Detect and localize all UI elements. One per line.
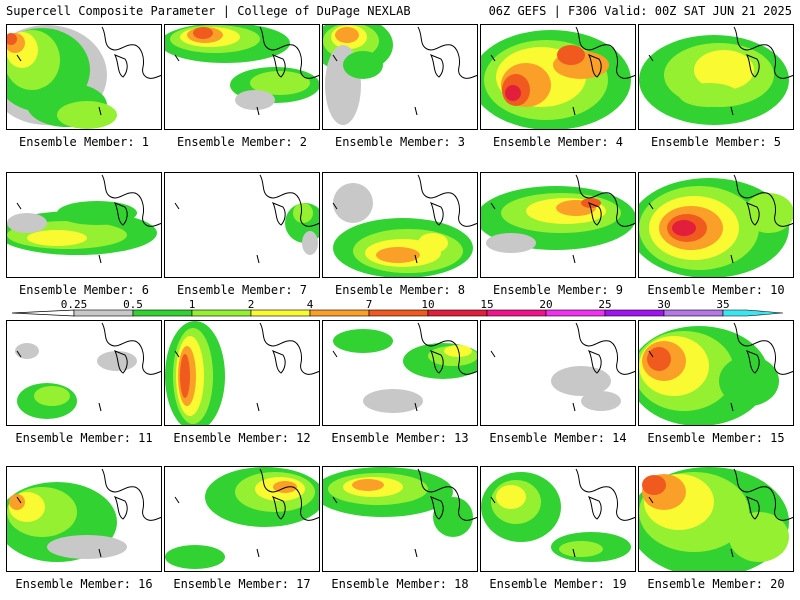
colorbar-swatch-2 <box>191 309 252 317</box>
member-label-16: Ensemble Member: 16 <box>15 577 153 591</box>
colorbar-swatch-7 <box>486 309 547 317</box>
member-label-20: Ensemble Member: 20 <box>647 577 785 591</box>
colorbar-tick-label: 7 <box>366 298 373 311</box>
colorbar-swatch-4 <box>309 309 370 317</box>
member-map-20 <box>638 466 794 572</box>
colorbar-tick-label: 4 <box>307 298 314 311</box>
member-map-16 <box>6 466 162 572</box>
member-label-5: Ensemble Member: 5 <box>650 135 782 149</box>
member-label-11: Ensemble Member: 11 <box>15 431 153 445</box>
colorbar-swatch-5 <box>368 309 429 317</box>
colorbar-swatch-8 <box>545 309 606 317</box>
colorbar-tick-label: 30 <box>657 298 670 311</box>
member-map-6 <box>6 172 162 278</box>
colorbar-tick-label: 25 <box>598 298 611 311</box>
map-title: Supercell Composite Parameter | College … <box>6 4 411 18</box>
member-label-18: Ensemble Member: 18 <box>331 577 469 591</box>
member-map-14 <box>480 320 636 426</box>
member-label-8: Ensemble Member: 8 <box>334 283 466 297</box>
colorbar-legend: 0.25 0.5 1 2 4 7 10 15 20 25 30 35 <box>11 298 784 317</box>
member-label-10: Ensemble Member: 10 <box>647 283 785 297</box>
member-map-9 <box>480 172 636 278</box>
member-map-4 <box>480 24 636 130</box>
member-map-17 <box>164 466 320 572</box>
colorbar-tick-label: 15 <box>480 298 493 311</box>
member-label-4: Ensemble Member: 4 <box>492 135 624 149</box>
member-map-2 <box>164 24 320 130</box>
colorbar-tick-label: 35 <box>716 298 729 311</box>
member-label-13: Ensemble Member: 13 <box>331 431 469 445</box>
colorbar-tick-label: 20 <box>539 298 552 311</box>
colorbar-swatch-10 <box>663 309 724 317</box>
member-label-19: Ensemble Member: 19 <box>489 577 627 591</box>
colorbar-tick-label: 0.5 <box>123 298 143 311</box>
member-map-15 <box>638 320 794 426</box>
colorbar-tick-label: 2 <box>248 298 255 311</box>
member-label-2: Ensemble Member: 2 <box>176 135 308 149</box>
member-map-13 <box>322 320 478 426</box>
member-label-14: Ensemble Member: 14 <box>489 431 627 445</box>
run-info: 06Z GEFS | F306 Valid: 00Z SAT JUN 21 20… <box>488 4 792 18</box>
member-map-8 <box>322 172 478 278</box>
member-map-7 <box>164 172 320 278</box>
member-map-5 <box>638 24 794 130</box>
member-label-1: Ensemble Member: 1 <box>18 135 150 149</box>
member-map-12 <box>164 320 320 426</box>
member-map-10 <box>638 172 794 278</box>
member-label-17: Ensemble Member: 17 <box>173 577 311 591</box>
colorbar-tick-label: 1 <box>189 298 196 311</box>
member-label-9: Ensemble Member: 9 <box>492 283 624 297</box>
member-label-6: Ensemble Member: 6 <box>18 283 150 297</box>
colorbar-tick-label: 0.25 <box>61 298 88 311</box>
member-map-3 <box>322 24 478 130</box>
member-map-18 <box>322 466 478 572</box>
colorbar-tick-label: 10 <box>421 298 434 311</box>
member-label-12: Ensemble Member: 12 <box>173 431 311 445</box>
member-map-19 <box>480 466 636 572</box>
colorbar-swatch-9 <box>604 309 665 317</box>
colorbar-swatch-6 <box>427 309 488 317</box>
member-label-3: Ensemble Member: 3 <box>334 135 466 149</box>
colorbar-swatch-11 <box>722 309 784 317</box>
member-map-1 <box>6 24 162 130</box>
member-label-7: Ensemble Member: 7 <box>176 283 308 297</box>
colorbar-swatch-3 <box>250 309 311 317</box>
member-map-11 <box>6 320 162 426</box>
member-label-15: Ensemble Member: 15 <box>647 431 785 445</box>
